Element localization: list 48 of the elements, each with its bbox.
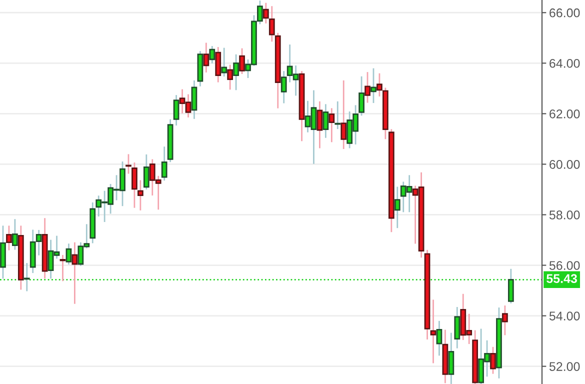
candlestick <box>191 80 198 119</box>
candlestick <box>173 95 180 126</box>
candlestick <box>376 73 382 96</box>
candlestick <box>334 101 341 130</box>
candlestick <box>227 64 233 90</box>
candlestick <box>12 219 18 250</box>
candlestick <box>358 76 364 116</box>
candlestick <box>436 320 442 356</box>
y-tick-label: 64.00 <box>550 58 580 68</box>
candlestick <box>239 48 245 74</box>
candlestick <box>280 71 287 104</box>
candlestick <box>132 162 138 208</box>
candlestick <box>137 180 144 210</box>
candlestick <box>454 307 460 348</box>
candlestick <box>340 80 347 149</box>
candlestick <box>370 68 376 104</box>
y-tick-label: 54.00 <box>549 312 580 320</box>
candlestick <box>161 146 168 181</box>
candlestick <box>126 154 132 174</box>
candlestick <box>72 242 78 304</box>
candlestick <box>0 226 6 279</box>
candlestick <box>448 332 454 384</box>
candlestick <box>364 72 370 103</box>
ref-line-label: 55.43 <box>546 274 577 284</box>
candlestick <box>143 154 150 190</box>
candlestick <box>209 46 216 64</box>
candlestick <box>502 305 508 336</box>
candlestick <box>221 48 228 76</box>
candlestick <box>490 346 496 374</box>
candlestick <box>233 54 239 90</box>
y-tick-label: 56.00 <box>549 261 580 270</box>
candlestick <box>215 47 222 82</box>
y-tick-label: 52.00 <box>549 362 580 371</box>
candlestick <box>66 244 72 264</box>
candlestick <box>430 300 436 364</box>
candlestick <box>262 2 269 24</box>
y-tick-label: 62.00 <box>550 109 580 118</box>
candlestick <box>268 6 275 42</box>
y-tick-label: 60.00 <box>550 160 580 169</box>
candlestick <box>322 104 329 138</box>
candlestick <box>316 101 323 148</box>
candlestick <box>203 42 210 72</box>
y-tick-label: 66.00 <box>550 8 580 18</box>
y-tick-label: 58.00 <box>549 210 580 220</box>
candlestick <box>60 254 66 282</box>
candlestick <box>6 226 12 250</box>
candlestick <box>328 108 335 142</box>
candlestick <box>394 186 400 228</box>
